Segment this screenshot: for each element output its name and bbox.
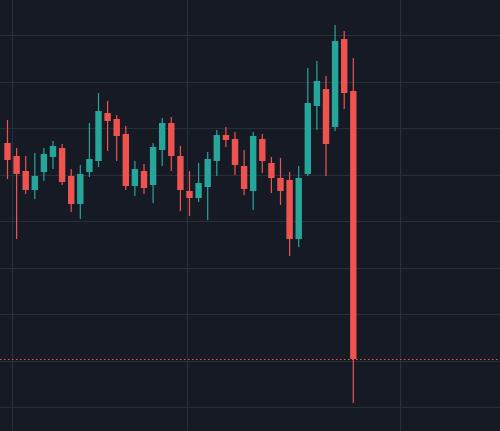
candle-body [250, 136, 257, 191]
candle-up [49, 141, 57, 169]
candle-body [213, 135, 220, 161]
candle-down [222, 127, 230, 147]
candle-up [195, 163, 202, 202]
candle-up [86, 123, 93, 177]
candle-body [259, 139, 266, 161]
candle-down [350, 58, 357, 403]
candle-down [259, 134, 266, 173]
candle-up [304, 68, 311, 176]
candle-up [313, 61, 321, 130]
candle-down [122, 126, 129, 190]
candle-up [204, 152, 211, 220]
candle-down [58, 144, 66, 185]
candles [4, 25, 357, 403]
candle-down [168, 117, 175, 171]
candle-body [304, 103, 311, 174]
candle-body [168, 123, 175, 156]
candle-body [113, 119, 120, 136]
candle-down [186, 171, 193, 216]
candle-down [13, 148, 20, 239]
candle-down [113, 115, 120, 161]
candle-body [13, 156, 20, 174]
candle-body [40, 154, 48, 172]
candle-up [331, 25, 339, 131]
candle-down [22, 156, 29, 194]
candle-down [140, 164, 148, 194]
candle-down [231, 132, 239, 175]
candle-body [268, 163, 275, 178]
candle-body [240, 166, 248, 189]
candle-down [341, 31, 348, 109]
candle-body [77, 174, 84, 204]
candle-body [341, 39, 348, 93]
candle-up [149, 143, 157, 203]
candle-up [250, 132, 257, 210]
candle-up [295, 166, 302, 247]
candle-up [40, 148, 48, 181]
candle-down [286, 172, 293, 256]
candle-body [159, 123, 166, 150]
candle-body [149, 147, 157, 185]
candle-up [95, 93, 102, 167]
candle-body [177, 156, 184, 190]
candle-down [104, 101, 111, 151]
candle-down [68, 169, 75, 212]
candle-up [131, 161, 139, 196]
candle-body [58, 148, 66, 182]
candle-body [49, 146, 57, 157]
candle-body [350, 91, 357, 359]
candle-down [4, 120, 11, 179]
candle-up [213, 130, 220, 176]
candle-body [104, 113, 111, 121]
candle-body [4, 143, 11, 160]
candle-up [31, 153, 38, 199]
candle-body [195, 183, 202, 198]
candle-body [231, 139, 239, 165]
candle-body [204, 159, 211, 187]
candle-body [122, 134, 129, 186]
candle-up [77, 165, 84, 219]
candle-down [277, 158, 284, 205]
candle-body [222, 135, 230, 140]
candle-body [313, 81, 321, 106]
candle-body [68, 176, 75, 204]
candle-down [268, 157, 275, 193]
candle-down [177, 146, 184, 211]
candle-body [86, 159, 93, 172]
candle-down [322, 76, 330, 176]
candle-body [31, 176, 38, 190]
candle-body [22, 171, 29, 190]
candle-up [159, 118, 166, 166]
candle-body [140, 171, 148, 188]
candle-body [322, 89, 330, 144]
candle-body [186, 191, 193, 198]
candle-body [277, 178, 284, 191]
candle-body [295, 178, 302, 239]
candle-body [131, 169, 139, 186]
candle-body [286, 180, 293, 239]
candle-down [240, 150, 248, 195]
candle-body [331, 41, 339, 127]
candle-body [95, 111, 102, 161]
